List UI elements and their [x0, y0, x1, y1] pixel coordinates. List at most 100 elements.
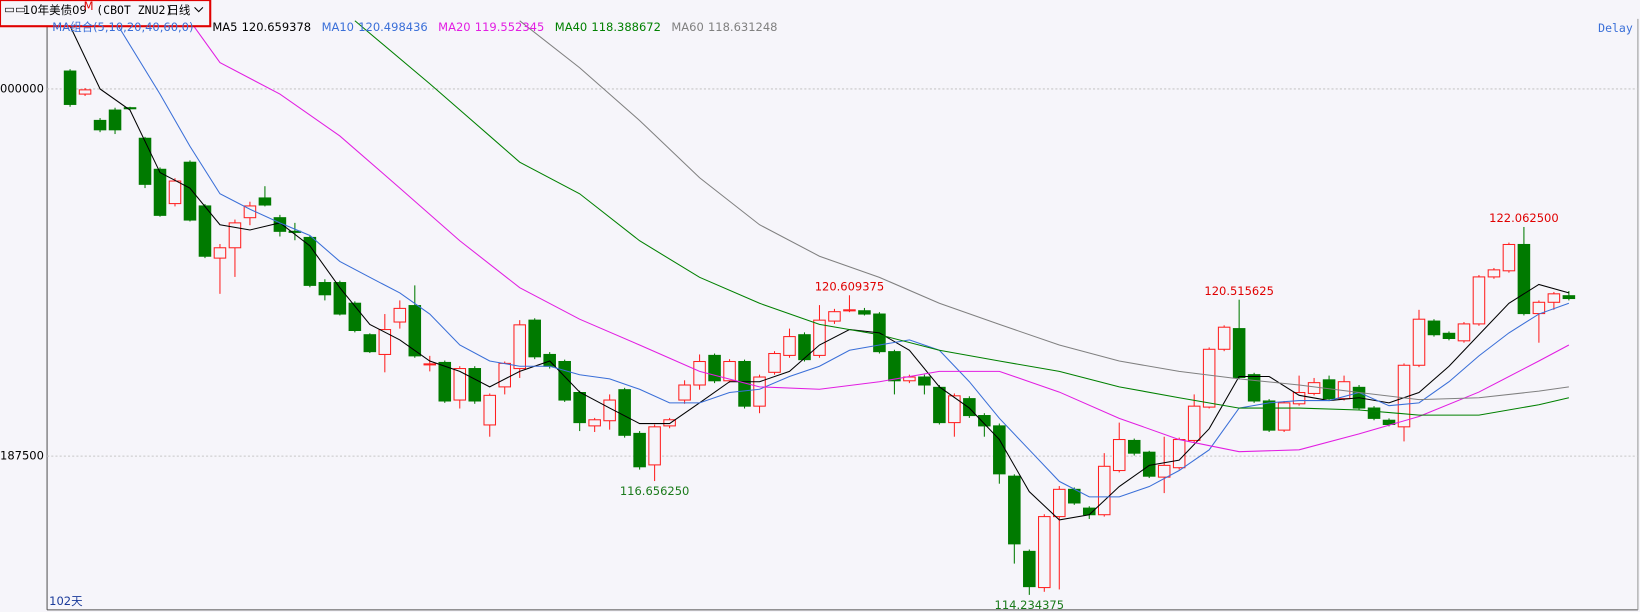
span-label: 102天	[49, 594, 83, 608]
candle-body	[753, 376, 766, 407]
candle-body	[258, 197, 272, 206]
candle-body	[1053, 488, 1066, 518]
candle-body	[693, 360, 706, 386]
candle-body	[558, 360, 571, 401]
candle-body	[1502, 243, 1516, 272]
candle-body	[528, 319, 541, 358]
candle-body	[168, 180, 182, 205]
high-label: 120.609375	[815, 279, 885, 293]
candle-body	[1247, 374, 1261, 402]
legend-value: 120.498436	[358, 20, 428, 34]
candle-body	[438, 361, 452, 402]
symbol-title: 10年美债09	[23, 3, 87, 17]
candle-body	[1457, 323, 1471, 342]
candle-body	[123, 107, 137, 110]
candle-body	[633, 432, 646, 468]
legend-name: MA20	[438, 20, 470, 34]
candle-body	[1127, 439, 1141, 454]
legend-name: MA5	[212, 20, 237, 34]
candle-body	[513, 324, 526, 370]
delay-label: Delay	[1598, 21, 1633, 35]
candle-body	[1487, 269, 1501, 278]
ma-line	[519, 20, 1569, 401]
candle-body	[828, 311, 841, 322]
candle-body	[1532, 301, 1546, 315]
candle-body	[1427, 320, 1441, 336]
candle-body	[618, 389, 631, 436]
candle-body	[1232, 328, 1246, 379]
low-label: 116.656250	[620, 484, 690, 498]
candle-body	[183, 161, 197, 221]
candle-body	[318, 282, 332, 296]
candle-body	[1307, 382, 1321, 394]
candle-body	[213, 247, 227, 259]
legend-name: MA40	[555, 20, 587, 34]
candle-body	[498, 362, 512, 388]
ma-line	[69, 25, 1570, 521]
ma-line	[354, 20, 1569, 416]
candle-body	[1112, 438, 1126, 472]
candle-body	[1472, 276, 1486, 325]
legend: MA5 120.659378 MA10 120.498436 MA20 119.55234…	[212, 20, 777, 34]
candle-body	[993, 425, 1006, 475]
candle-body	[1008, 475, 1021, 545]
y-tick-label: 7.187500	[0, 449, 44, 463]
legend-value: 118.631248	[708, 20, 778, 34]
candle-body	[228, 222, 242, 249]
candle-body	[858, 310, 871, 315]
legend-name: MA60	[671, 20, 703, 34]
candle-body	[348, 302, 362, 332]
candle-body	[483, 394, 497, 426]
candle-body	[573, 392, 586, 424]
candle-body	[303, 236, 317, 286]
candle-body	[798, 334, 811, 361]
candle-body	[1202, 348, 1216, 408]
candle-body	[1097, 465, 1111, 516]
legend-value: 120.659378	[242, 20, 312, 34]
period-selector[interactable]: 日线	[167, 3, 190, 17]
candle-body	[963, 398, 976, 417]
candle-body	[93, 119, 107, 131]
candle-body	[918, 376, 931, 386]
candle-body	[738, 360, 751, 407]
candle-body	[678, 384, 691, 401]
candle-body	[1023, 550, 1036, 588]
candle-body	[408, 305, 422, 357]
legend-title: MA组合(5,10,20,40,60,0)	[52, 20, 193, 34]
candle-body	[1517, 243, 1531, 315]
low-label: 114.234375	[995, 598, 1065, 612]
candle-body	[1277, 402, 1291, 431]
candle-body	[1547, 293, 1561, 303]
candle-body	[1172, 438, 1186, 469]
candle-body	[1292, 392, 1306, 405]
candle-body	[1187, 405, 1201, 441]
symbol-badge: M	[84, 0, 94, 13]
candle-body	[978, 415, 991, 427]
symbol-code: (CBOT ZNU2)	[96, 3, 172, 17]
dropdown-arrow[interactable]	[194, 7, 204, 13]
legend-value: 118.388672	[591, 20, 661, 34]
candle-body	[768, 352, 781, 373]
candle-body	[603, 399, 616, 422]
plot-area: 5.000000 7.187500 122.062500 120.609375 120.…	[0, 20, 1638, 612]
candle-body	[198, 205, 212, 257]
candle-body	[1262, 400, 1276, 431]
candle-body	[843, 309, 856, 312]
candle-body	[468, 368, 482, 402]
candle-body	[378, 329, 392, 355]
candle-body	[888, 351, 901, 382]
symbol-box[interactable]	[0, 0, 212, 28]
ma-line	[189, 20, 1570, 453]
candle-body	[648, 426, 661, 466]
candle-body	[1157, 464, 1171, 478]
candle-body	[153, 168, 167, 216]
candle-body	[423, 363, 437, 366]
candle-body	[1382, 419, 1396, 426]
candle-body	[933, 386, 946, 424]
candle-body	[708, 354, 721, 382]
candle-body	[363, 334, 377, 353]
candle-body	[663, 419, 676, 427]
legend-value: 119.552345	[475, 20, 545, 34]
candle-body	[1038, 516, 1051, 589]
candle-body	[78, 89, 92, 95]
